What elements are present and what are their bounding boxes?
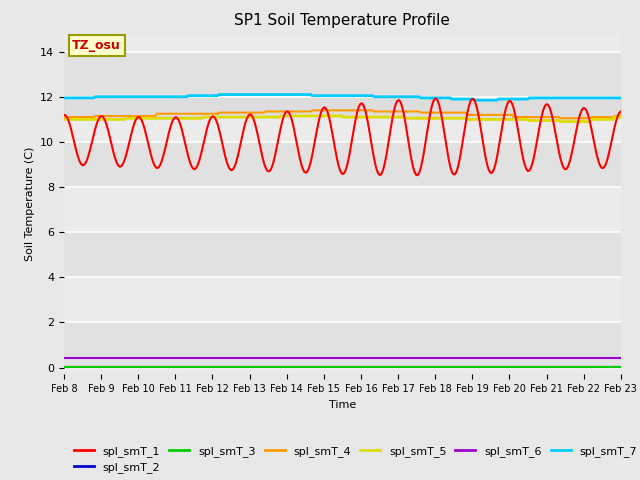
Y-axis label: Soil Temperature (C): Soil Temperature (C) xyxy=(24,147,35,261)
Bar xyxy=(64,52,621,97)
X-axis label: Time: Time xyxy=(329,400,356,409)
Bar xyxy=(64,323,621,368)
Bar xyxy=(64,232,621,277)
Title: SP1 Soil Temperature Profile: SP1 Soil Temperature Profile xyxy=(234,13,451,28)
Legend: spl_smT_1, spl_smT_2, spl_smT_3, spl_smT_4, spl_smT_5, spl_smT_6, spl_smT_7: spl_smT_1, spl_smT_2, spl_smT_3, spl_smT… xyxy=(70,441,640,478)
Bar xyxy=(64,142,621,187)
Text: TZ_osu: TZ_osu xyxy=(72,39,121,52)
